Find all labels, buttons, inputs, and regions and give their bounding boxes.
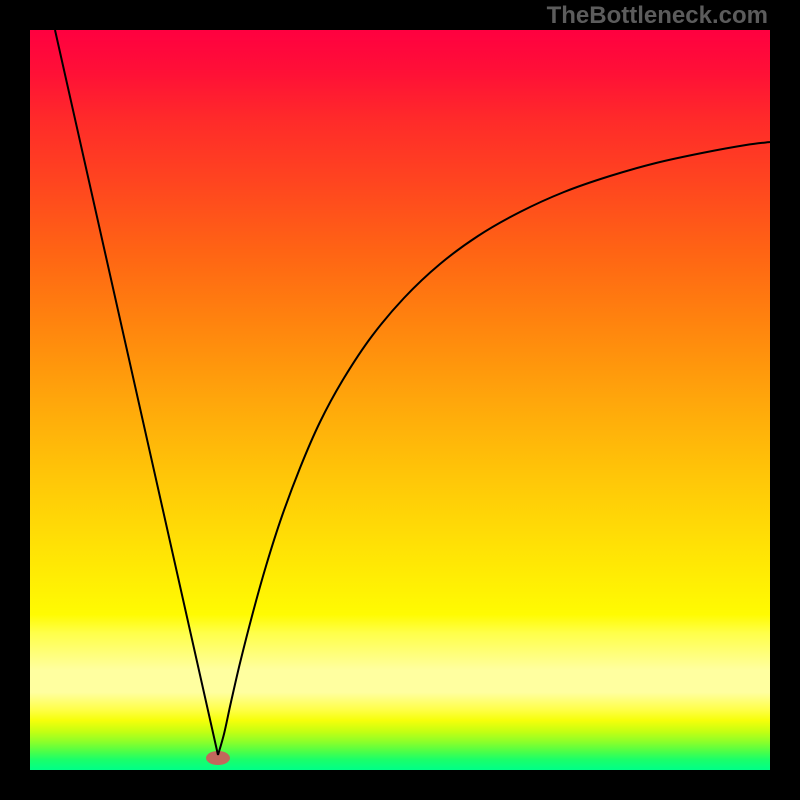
frame-border-right bbox=[770, 0, 800, 800]
chart-svg bbox=[0, 0, 800, 800]
frame-border-bottom bbox=[0, 770, 800, 800]
gradient-background bbox=[30, 30, 770, 770]
frame-border-left bbox=[0, 0, 30, 800]
watermark-text: TheBottleneck.com bbox=[547, 2, 768, 30]
